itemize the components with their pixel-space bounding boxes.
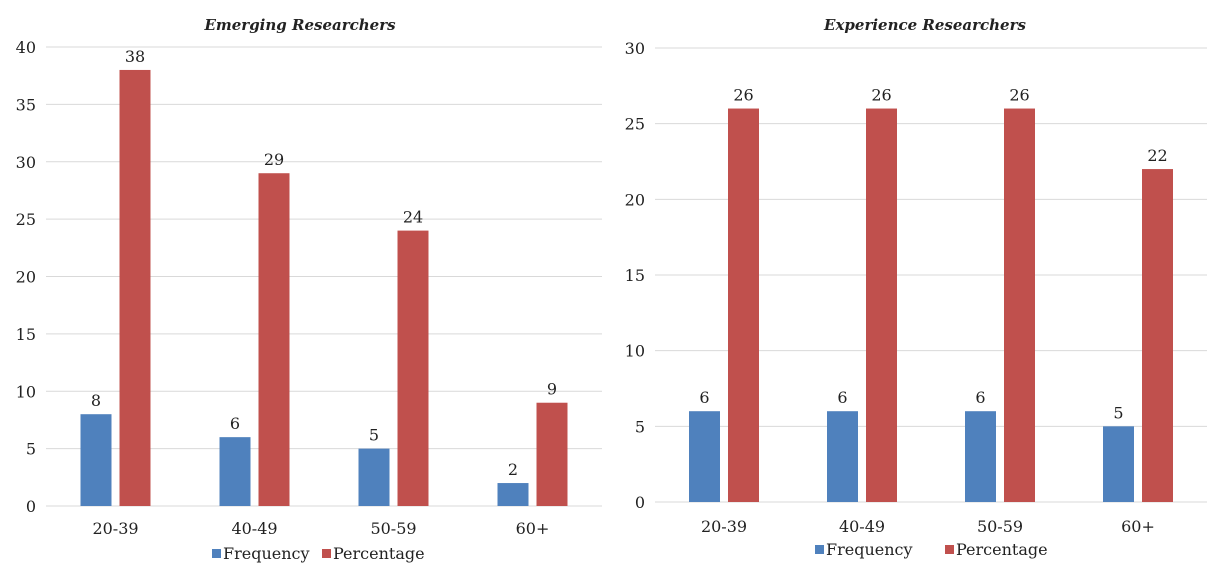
x-tick-label: 60+ bbox=[516, 519, 550, 538]
bar-frequency-20-39 bbox=[80, 414, 112, 506]
legend-label-frequency: Frequency bbox=[223, 544, 310, 563]
y-tick-label: 25 bbox=[16, 210, 36, 229]
chart-title: Emerging Researchers bbox=[203, 16, 396, 34]
y-tick-label: 40 bbox=[16, 38, 36, 57]
y-tick-label: 15 bbox=[16, 325, 36, 344]
data-label: 22 bbox=[1147, 146, 1167, 165]
x-tick-label: 20-39 bbox=[701, 517, 747, 536]
legend-swatch-percentage bbox=[945, 545, 954, 554]
x-tick-label: 50-59 bbox=[977, 517, 1023, 536]
y-tick-label: 10 bbox=[16, 382, 36, 401]
data-label: 6 bbox=[699, 388, 709, 407]
bar-percentage-60+ bbox=[536, 402, 568, 506]
bar-frequency-60+ bbox=[1103, 426, 1134, 502]
bar-percentage-50-59 bbox=[1004, 108, 1035, 503]
data-label: 6 bbox=[837, 388, 847, 407]
data-label: 6 bbox=[230, 414, 240, 433]
y-tick-label: 5 bbox=[26, 440, 36, 459]
x-tick-label: 40-49 bbox=[231, 519, 277, 538]
bar-frequency-40-49 bbox=[827, 411, 858, 502]
x-tick-label: 40-49 bbox=[839, 517, 885, 536]
bar-percentage-20-39 bbox=[728, 108, 759, 503]
bar-percentage-40-49 bbox=[258, 173, 290, 506]
data-label: 26 bbox=[871, 86, 891, 105]
emerging-researchers-chart: Emerging Researchers05101520253035408382… bbox=[16, 16, 602, 563]
legend-swatch-frequency bbox=[815, 545, 824, 554]
x-tick-label: 50-59 bbox=[370, 519, 416, 538]
data-label: 24 bbox=[403, 208, 423, 227]
data-label: 5 bbox=[369, 426, 379, 445]
legend-swatch-percentage bbox=[322, 549, 331, 558]
y-tick-label: 0 bbox=[635, 493, 645, 512]
data-label: 9 bbox=[547, 380, 557, 399]
y-tick-label: 0 bbox=[26, 497, 36, 516]
bar-frequency-60+ bbox=[497, 483, 529, 506]
y-tick-label: 20 bbox=[625, 190, 645, 209]
experience-researchers-chart: Experience Researchers 0 5 10 15 20 25 30 6 26 20-… bbox=[625, 16, 1207, 559]
bar-frequency-20-39 bbox=[689, 411, 720, 502]
bar-percentage-20-39 bbox=[119, 69, 151, 506]
bar-percentage-40-49 bbox=[866, 108, 897, 503]
y-tick-label: 5 bbox=[635, 417, 645, 436]
data-label: 26 bbox=[1009, 86, 1029, 105]
data-label: 6 bbox=[975, 388, 985, 407]
bar-percentage-50-59 bbox=[397, 230, 429, 506]
bar-percentage-60+ bbox=[1142, 169, 1173, 503]
data-label: 5 bbox=[1113, 403, 1123, 422]
x-tick-label: 20-39 bbox=[92, 519, 138, 538]
bar-frequency-40-49 bbox=[219, 437, 251, 506]
bar-frequency-50-59 bbox=[358, 448, 390, 506]
data-label: 38 bbox=[125, 47, 145, 66]
legend-label-percentage: Percentage bbox=[956, 540, 1048, 559]
chart-title: Experience Researchers bbox=[823, 16, 1026, 34]
y-tick-label: 30 bbox=[16, 153, 36, 172]
y-tick-label: 15 bbox=[625, 266, 645, 285]
data-label: 26 bbox=[733, 86, 753, 105]
y-tick-label: 10 bbox=[625, 342, 645, 361]
data-label: 2 bbox=[508, 460, 518, 479]
x-tick-label: 60+ bbox=[1121, 517, 1155, 536]
data-label: 8 bbox=[91, 391, 101, 410]
y-tick-label: 20 bbox=[16, 268, 36, 287]
data-label: 29 bbox=[264, 150, 284, 169]
legend-label-percentage: Percentage bbox=[333, 544, 425, 563]
y-tick-label: 30 bbox=[625, 39, 645, 58]
y-tick-label: 25 bbox=[625, 115, 645, 134]
legend-swatch-frequency bbox=[212, 549, 221, 558]
legend-label-frequency: Frequency bbox=[826, 540, 913, 559]
y-tick-label: 35 bbox=[16, 95, 36, 114]
bar-frequency-50-59 bbox=[965, 411, 996, 502]
